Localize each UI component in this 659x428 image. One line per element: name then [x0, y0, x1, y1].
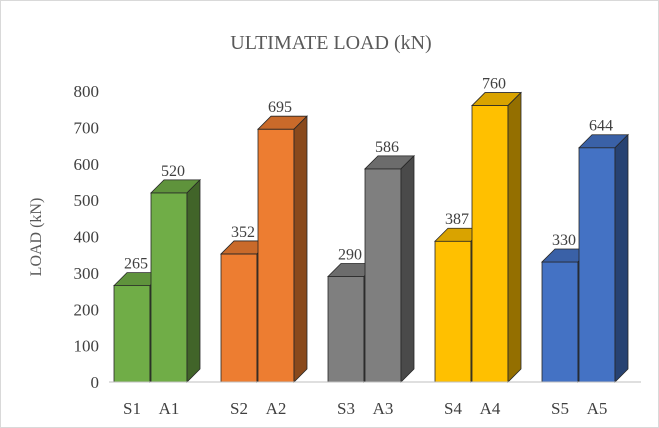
- x-tick-label-A4: A4: [480, 399, 501, 418]
- data-label-S4: 387: [445, 211, 469, 228]
- bar-A4: [471, 91, 522, 383]
- x-tick-label-S5: S5: [551, 399, 569, 418]
- data-label-S1: 265: [124, 256, 148, 273]
- y-tick-label: 0: [91, 373, 100, 392]
- y-tick-label: 600: [74, 155, 100, 174]
- bar-side: [293, 115, 308, 383]
- bar-front: [541, 261, 579, 383]
- bar-side: [507, 91, 522, 383]
- bar-side: [614, 133, 629, 383]
- y-tick-label: 700: [74, 118, 100, 137]
- bars: [113, 91, 629, 383]
- bar-front: [113, 285, 151, 383]
- x-tick-label-A3: A3: [373, 399, 394, 418]
- x-tick-label-A1: A1: [159, 399, 180, 418]
- bar-A2: [257, 115, 308, 383]
- data-label-S3: 290: [338, 247, 362, 264]
- y-tick-label: 100: [74, 337, 100, 356]
- x-axis-ticks: S1 A1 S2 A2 S3 A3 S4 A4 S5 A5: [123, 399, 607, 418]
- x-tick-label-S2: S2: [230, 399, 248, 418]
- y-tick-label: 400: [74, 228, 100, 247]
- data-label-S2: 352: [231, 224, 255, 241]
- data-label-A1: 520: [161, 163, 185, 180]
- bar-front: [578, 147, 616, 383]
- bar-side: [400, 154, 415, 383]
- bar-front: [150, 192, 188, 383]
- x-tick-label-A2: A2: [266, 399, 287, 418]
- bar-front: [327, 276, 365, 383]
- y-tick-label: 200: [74, 300, 100, 319]
- data-label-A4: 760: [482, 76, 506, 93]
- x-tick-label-S4: S4: [444, 399, 462, 418]
- x-tick-label-S1: S1: [123, 399, 141, 418]
- y-axis-ticks: 0 100 200 300 400 500 600 700 800: [74, 82, 100, 392]
- y-tick-label: 300: [74, 264, 100, 283]
- chart-title: ULTIMATE LOAD (kN): [230, 32, 431, 54]
- x-tick-label-S3: S3: [337, 399, 355, 418]
- y-tick-label: 800: [74, 82, 100, 101]
- bar-A1: [150, 178, 201, 383]
- bar-side: [186, 178, 201, 383]
- y-tick-label: 500: [74, 191, 100, 210]
- y-axis-label: LOAD (kN): [28, 198, 45, 277]
- data-label-A5: 644: [589, 118, 613, 135]
- bar-front: [364, 168, 402, 383]
- bar-A5: [578, 133, 629, 383]
- bar-A3: [364, 154, 415, 383]
- data-labels: 265 520 352 695 290 586 387 760 330 644: [124, 76, 613, 273]
- x-tick-label-A5: A5: [587, 399, 608, 418]
- bar-front: [434, 240, 472, 383]
- data-label-A2: 695: [268, 99, 292, 116]
- data-label-S5: 330: [552, 232, 576, 249]
- bar-front: [471, 105, 509, 383]
- bar-front: [220, 253, 258, 383]
- data-label-A3: 586: [375, 139, 399, 156]
- bar-front: [257, 128, 295, 383]
